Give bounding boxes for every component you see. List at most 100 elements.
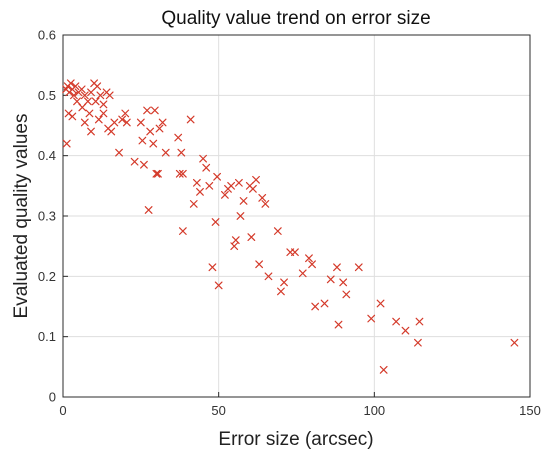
data-point — [99, 109, 108, 118]
data-point — [91, 97, 100, 106]
data-point — [320, 299, 329, 308]
data-point — [80, 118, 89, 127]
data-point — [220, 190, 229, 199]
data-point — [94, 115, 103, 124]
data-point — [264, 272, 273, 281]
data-point — [144, 206, 153, 214]
x-axis-label: Error size (arcsec) — [218, 429, 373, 450]
data-point — [80, 91, 89, 100]
data-point — [196, 187, 204, 196]
data-point — [146, 127, 155, 136]
data-point — [175, 169, 184, 178]
data-point — [227, 181, 236, 190]
data-point — [258, 194, 267, 202]
data-point — [99, 100, 108, 109]
data-point — [236, 212, 245, 220]
data-point — [192, 178, 201, 187]
data-point — [379, 365, 388, 374]
data-point — [249, 184, 257, 193]
y-tick-label: 0.3 — [38, 209, 56, 224]
data-point — [143, 106, 151, 115]
data-point — [174, 133, 183, 142]
data-point — [178, 227, 187, 235]
data-point — [231, 236, 240, 245]
data-point — [311, 302, 320, 311]
data-point — [96, 91, 105, 100]
data-point — [342, 290, 351, 299]
y-tick-label: 0.1 — [38, 329, 56, 344]
data-point — [136, 118, 145, 127]
data-point — [291, 248, 299, 257]
y-tick-label: 0.4 — [38, 148, 56, 163]
data-point — [415, 317, 424, 326]
data-point — [213, 172, 222, 181]
data-point — [239, 197, 248, 205]
y-tick-label: 0 — [49, 390, 56, 405]
data-point — [62, 139, 71, 148]
data-point — [211, 218, 220, 226]
x-tick-label: 50 — [211, 403, 225, 418]
data-point — [130, 157, 139, 166]
data-point — [261, 200, 270, 208]
data-point — [149, 139, 158, 148]
data-point — [298, 269, 307, 278]
data-point — [230, 242, 239, 251]
data-point — [333, 263, 341, 272]
x-tick-label: 0 — [59, 403, 66, 418]
data-point — [77, 85, 86, 94]
data-point — [71, 82, 80, 91]
data-point — [177, 148, 186, 157]
data-points — [62, 79, 519, 374]
data-point — [186, 115, 195, 124]
data-point — [401, 326, 410, 335]
chart-title: Quality value trend on error size — [161, 8, 430, 29]
data-point — [178, 169, 187, 178]
data-point — [118, 115, 127, 124]
data-point — [305, 254, 313, 263]
x-tick-label: 150 — [519, 403, 541, 418]
data-point — [339, 278, 348, 287]
data-point — [115, 148, 123, 157]
data-point — [150, 106, 159, 115]
data-point — [205, 181, 214, 190]
data-point — [158, 118, 167, 127]
data-point — [154, 169, 162, 178]
data-point — [87, 88, 95, 97]
data-point — [110, 118, 119, 127]
data-point — [255, 260, 264, 269]
data-point — [78, 103, 87, 112]
data-point — [155, 124, 164, 133]
y-tick-label: 0.6 — [38, 28, 56, 43]
data-point — [138, 136, 147, 145]
data-point — [140, 160, 148, 169]
data-point — [199, 154, 207, 163]
y-tick-label: 0.5 — [38, 88, 56, 103]
data-point — [208, 263, 217, 272]
data-point — [122, 118, 131, 127]
data-point — [277, 287, 285, 296]
x-tick-label: 100 — [363, 403, 385, 418]
data-point — [214, 281, 223, 290]
grid — [63, 35, 530, 397]
data-point — [414, 338, 422, 347]
data-point — [235, 178, 243, 187]
data-point — [367, 314, 376, 323]
data-point — [121, 109, 130, 118]
data-point — [69, 91, 78, 100]
data-point — [334, 320, 343, 329]
data-point — [247, 233, 256, 242]
data-point — [68, 112, 77, 121]
data-point — [354, 263, 363, 272]
y-axis-label: Evaluated quality values — [11, 114, 32, 319]
data-point — [87, 127, 95, 136]
data-point — [326, 275, 335, 284]
data-point — [308, 260, 316, 269]
data-point — [105, 91, 114, 100]
data-point — [161, 148, 170, 157]
data-point — [252, 175, 260, 184]
data-point — [107, 127, 116, 136]
data-point — [93, 82, 102, 91]
data-point — [202, 163, 211, 172]
data-point — [392, 317, 401, 326]
